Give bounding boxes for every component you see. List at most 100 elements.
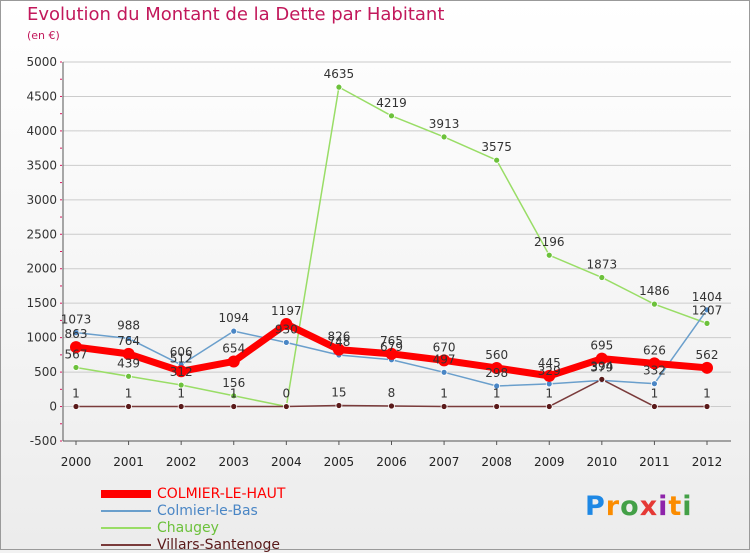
- x-tick-label: 2003: [218, 455, 249, 469]
- data-label: 1: [703, 386, 711, 400]
- x-tick-label: 2008: [481, 455, 512, 469]
- y-tick-label: 0: [49, 400, 57, 414]
- legend-label: COLMIER-LE-HAUT: [157, 485, 286, 502]
- logo-letter: i: [658, 491, 669, 522]
- legend-item: Villars-Santenoge: [101, 536, 285, 553]
- data-point: [388, 112, 395, 120]
- data-point: [493, 382, 501, 390]
- legend-item: Colmier-le-Bas: [101, 502, 285, 519]
- data-point: [651, 380, 658, 388]
- data-point: [703, 403, 711, 410]
- y-tick-label: -500: [30, 434, 57, 448]
- data-label: 1486: [639, 284, 670, 298]
- data-point: [493, 403, 501, 410]
- data-point: [598, 375, 606, 383]
- legend-swatch: [101, 526, 151, 529]
- data-point: [651, 300, 658, 308]
- data-point: [72, 364, 80, 371]
- data-label: 1073: [61, 313, 92, 327]
- data-label: 695: [590, 339, 613, 353]
- data-label: 606: [170, 345, 193, 359]
- data-point: [177, 381, 185, 389]
- data-point: [72, 403, 80, 410]
- x-tick-label: 2000: [61, 455, 92, 469]
- data-label: 826: [327, 330, 350, 344]
- data-point: [545, 251, 553, 259]
- data-point: [545, 403, 553, 410]
- data-label: 930: [275, 322, 298, 336]
- data-label: 512: [170, 351, 193, 365]
- data-point: [385, 347, 398, 360]
- data-label: 156: [222, 376, 245, 390]
- logo-letter: o: [620, 491, 640, 522]
- data-point: [440, 403, 448, 410]
- data-point: [440, 133, 448, 141]
- logo-letter: r: [605, 491, 621, 522]
- data-point: [125, 372, 132, 380]
- data-label: 394: [590, 359, 613, 373]
- y-tick-label: 500: [34, 365, 57, 379]
- y-tick-label: 4500: [26, 89, 57, 103]
- data-point: [648, 357, 661, 370]
- data-label: 439: [117, 356, 140, 370]
- y-tick-label: 1000: [26, 331, 57, 345]
- legend-label: Chaugey: [157, 519, 219, 536]
- y-tick-label: 2500: [26, 227, 57, 241]
- legend-swatch: [101, 509, 151, 512]
- data-label: 1404: [692, 290, 723, 304]
- data-label: 988: [117, 318, 140, 332]
- legend-swatch: [101, 489, 151, 498]
- data-label: 765: [380, 334, 403, 348]
- data-point: [175, 365, 188, 378]
- data-point: [651, 403, 658, 410]
- y-tick-label: 3000: [26, 193, 57, 207]
- y-tick-label: 4000: [26, 124, 57, 138]
- legend-item: COLMIER-LE-HAUT: [101, 485, 285, 502]
- legend-label: Villars-Santenoge: [157, 536, 280, 553]
- data-label: 1: [493, 386, 501, 400]
- data-label: 626: [643, 343, 666, 357]
- data-point: [282, 339, 290, 346]
- data-label: 1207: [692, 303, 723, 317]
- logo-letter: t: [668, 491, 683, 522]
- data-label: 1873: [587, 257, 618, 271]
- data-label: 567: [65, 347, 88, 361]
- y-tick-label: 1500: [26, 296, 57, 310]
- x-tick-label: 2007: [429, 455, 460, 469]
- x-tick-label: 2004: [271, 455, 302, 469]
- data-label: 1: [545, 386, 553, 400]
- data-label: 3913: [429, 117, 460, 131]
- data-point: [177, 403, 185, 410]
- x-tick-label: 2001: [113, 455, 144, 469]
- data-point: [440, 368, 448, 376]
- chart-title: Evolution du Montant de la Dette par Hab…: [27, 4, 445, 25]
- data-label: 1: [177, 386, 185, 400]
- data-point: [125, 403, 132, 410]
- data-label: 1: [440, 386, 448, 400]
- data-label: 497: [433, 352, 456, 366]
- data-point: [595, 352, 608, 365]
- data-label: 679: [380, 340, 403, 354]
- data-label: 1: [125, 386, 133, 400]
- data-label: 863: [65, 327, 88, 341]
- data-point: [490, 361, 503, 374]
- data-label: 379: [590, 360, 613, 374]
- data-point: [335, 83, 343, 91]
- data-point: [230, 327, 238, 335]
- data-label: 329: [538, 364, 561, 378]
- data-point: [70, 341, 82, 354]
- y-tick-label: 3500: [26, 158, 57, 172]
- data-point: [493, 156, 501, 164]
- proxiti-logo: Proxiti: [585, 491, 693, 522]
- data-label: 1: [230, 386, 238, 400]
- data-point: [332, 343, 345, 356]
- data-point: [388, 402, 395, 410]
- x-tick-label: 2012: [692, 455, 723, 469]
- data-point: [335, 402, 343, 409]
- chart-subtitle: (en €): [27, 29, 60, 42]
- data-point: [227, 355, 240, 368]
- data-label: 1094: [218, 311, 249, 325]
- data-label: 4219: [376, 96, 407, 110]
- x-tick-label: 2002: [166, 455, 197, 469]
